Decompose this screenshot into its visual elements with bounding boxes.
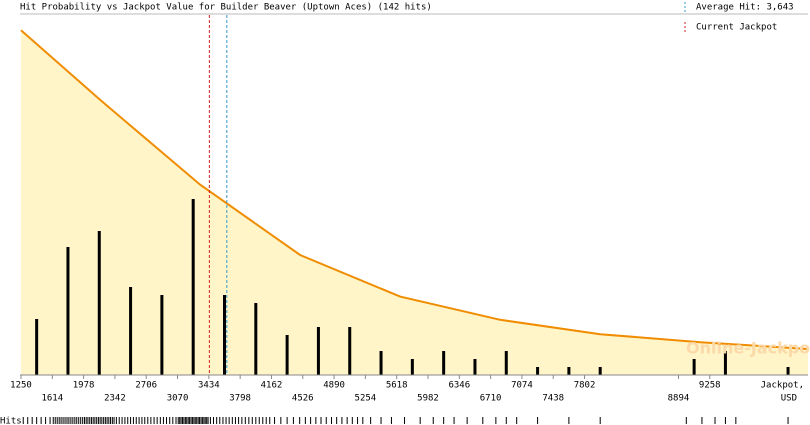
x-tick-label: 4890 [323, 381, 345, 391]
x-tick-label: 9258 [699, 381, 721, 391]
x-tick-label: 6710 [480, 394, 502, 404]
bar [504, 351, 508, 375]
bar [160, 295, 164, 375]
x-tick-label: 5618 [386, 381, 408, 391]
chart-title: Hit Probability vs Jackpot Value for Bui… [20, 3, 432, 13]
x-tick-label: 3070 [167, 394, 189, 404]
bar [348, 327, 352, 375]
x-tick-label: 7438 [542, 394, 564, 404]
x-tick-label: 2342 [104, 394, 126, 404]
bar [223, 295, 227, 375]
bar [786, 367, 790, 375]
bar [379, 351, 383, 375]
x-tick-label: 3434 [198, 381, 220, 391]
x-tick-label: 5982 [417, 394, 439, 404]
bar [473, 359, 477, 375]
x-tick-label: 2706 [135, 381, 157, 391]
bar [692, 359, 696, 375]
x-tick-label: 8894 [668, 394, 690, 404]
x-tick-label: 4162 [261, 381, 283, 391]
bar [442, 351, 446, 375]
x-tick-label: 4526 [292, 394, 314, 404]
x-tick-label: 6346 [448, 381, 470, 391]
bar [97, 231, 101, 375]
bar [254, 303, 258, 375]
x-tick-label: 3798 [229, 394, 251, 404]
legend-label: Current Jackpot [696, 23, 777, 33]
x-tick-label: 1250 [10, 381, 32, 391]
curve-area [21, 30, 808, 375]
bar [410, 359, 414, 375]
bar [723, 351, 727, 375]
bar [285, 335, 289, 375]
x-tick-label: 7074 [511, 381, 533, 391]
x-axis-unit: USD [781, 394, 797, 404]
watermark: Online-Jackpots.biz [686, 339, 810, 358]
plot-area [20, 15, 809, 375]
bar [129, 287, 133, 375]
x-tick-label: 7802 [574, 381, 596, 391]
bar [598, 367, 602, 375]
bar [66, 247, 70, 375]
rug-label: Hits [0, 417, 22, 425]
bar [316, 327, 320, 375]
x-axis-label: Jackpot, [761, 381, 804, 391]
x-tick-label: 5254 [355, 394, 377, 404]
x-tick-label: 1978 [73, 381, 95, 391]
bar [191, 199, 195, 375]
bar [536, 367, 540, 375]
bar [35, 319, 39, 375]
bar [567, 367, 571, 375]
x-tick-label: 1614 [41, 394, 63, 404]
probability-curve [20, 29, 809, 350]
legend-label: Average Hit: 3,643 [696, 3, 794, 13]
